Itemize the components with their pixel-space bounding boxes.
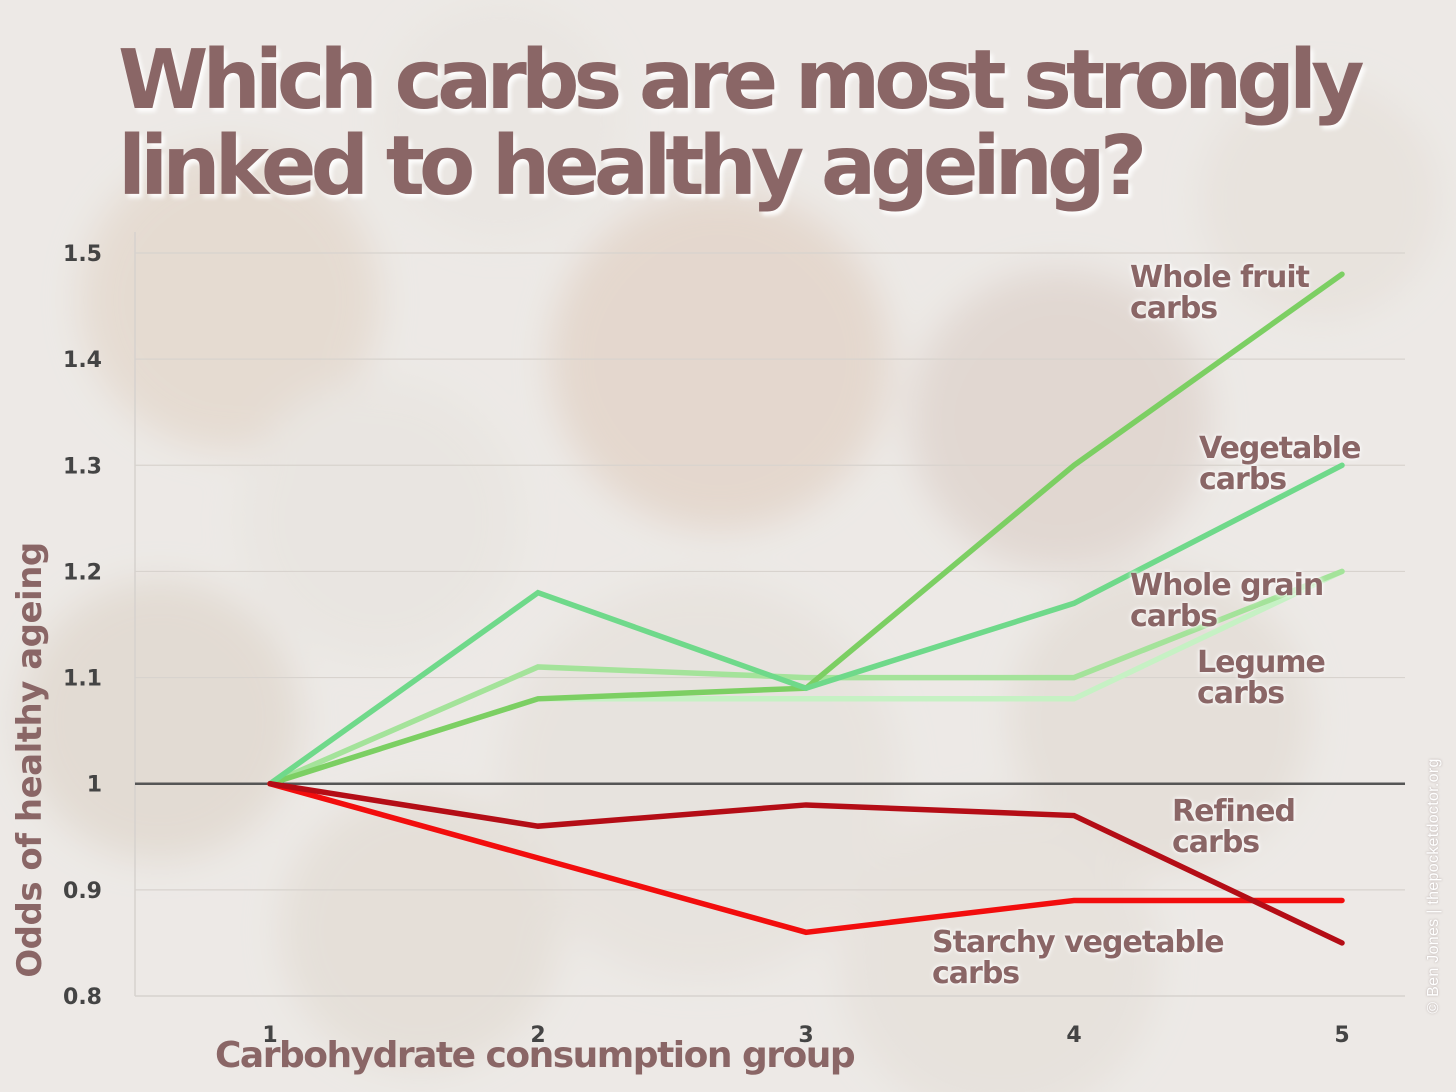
series-label-refined: Refined carbs [1172, 794, 1296, 860]
series-label-line: Whole grain [1130, 568, 1324, 603]
series-label-whole-fruit: Whole fruit carbs [1130, 260, 1310, 326]
series-label-line: carbs [932, 956, 1020, 991]
series-label-line: Whole fruit [1130, 260, 1310, 295]
series-label-whole-grain: Whole grain carbs [1130, 568, 1324, 634]
x-tick-label: 4 [1066, 1023, 1081, 1048]
y-tick-label: 1.5 [63, 242, 102, 267]
series-label-line: carbs [1130, 291, 1218, 326]
gridlines [135, 252, 1405, 891]
y-tick-label: 0.9 [63, 879, 102, 904]
x-axis-label: Carbohydrate consumption group [215, 1035, 856, 1076]
series-label-line: carbs [1197, 676, 1285, 711]
y-tick-label: 1.1 [63, 667, 102, 692]
series-label-line: carbs [1130, 599, 1218, 634]
series-label-line: carbs [1172, 825, 1260, 860]
x-tick-label: 5 [1334, 1023, 1349, 1048]
y-tick-label: 1.4 [63, 348, 102, 373]
x-tick-label: 3 [798, 1023, 813, 1048]
series-label-line: Vegetable [1199, 431, 1361, 466]
series-line-vegetable-carbs [267, 462, 1345, 787]
series-lines [267, 271, 1345, 946]
copyright-credit: © Ben Jones | thepocketdoctor.org [1425, 758, 1442, 1014]
series-line-starchy-vegetable-carbs [267, 780, 1345, 936]
series-label-line: Legume [1197, 645, 1326, 680]
y-tick-label: 0.8 [63, 985, 102, 1010]
series-label-line: carbs [1199, 462, 1287, 497]
y-tick-label: 1.3 [63, 454, 102, 479]
y-tick-labels: 0.8 0.9 1 1.1 1.2 1.3 1.4 1.5 [63, 242, 102, 1010]
x-tick-label: 1 [262, 1023, 277, 1048]
series-label-legume: Legume carbs [1197, 645, 1326, 711]
series-line-refined-carbs [267, 780, 1345, 946]
y-tick-label: 1.2 [63, 560, 102, 585]
series-label-starchy-vegetable: Starchy vegetable carbs [932, 925, 1225, 991]
y-tick-label: 1 [87, 773, 102, 798]
x-tick-label: 2 [530, 1023, 545, 1048]
chart-title-line-1: Which carbs are most strongly [118, 33, 1365, 128]
chart-title-line-2: linked to healthy ageing? [118, 119, 1147, 214]
x-tick-labels: 1 2 3 4 5 [262, 1023, 1349, 1048]
y-axis-label: Odds of healthy ageing [10, 542, 50, 978]
series-line-whole-fruit-carbs [267, 271, 1345, 787]
chart-title: Which carbs are most strongly linked to … [118, 38, 1368, 210]
series-label-line: Starchy vegetable [932, 925, 1225, 960]
series-label-vegetable: Vegetable carbs [1199, 431, 1361, 497]
series-line-whole-grain-carbs [267, 568, 1345, 787]
series-label-line: Refined [1172, 794, 1296, 829]
